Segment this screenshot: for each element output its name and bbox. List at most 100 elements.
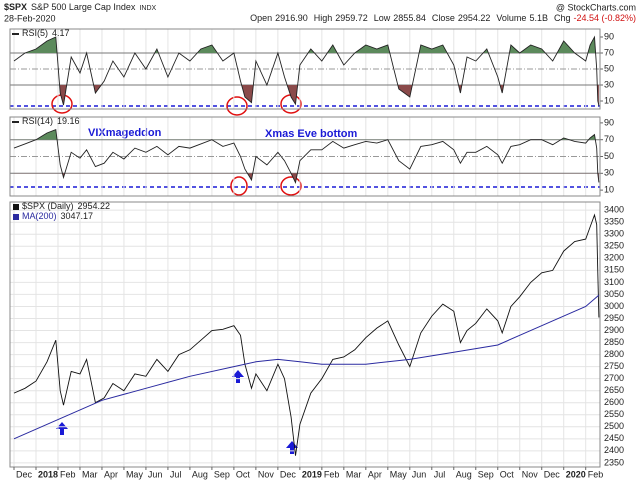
y-tick-label: 2850	[604, 337, 624, 347]
legend-name: RSI(14)	[22, 116, 53, 126]
x-tick-label: May	[390, 469, 408, 479]
y-tick-label: 3250	[604, 241, 624, 251]
date: 28-Feb-2020	[4, 13, 56, 23]
stat-value: -24.54 (-0.82%)	[573, 13, 636, 23]
symbol: $SPX	[4, 2, 27, 12]
x-tick-label: Jul	[170, 469, 182, 479]
circle	[280, 94, 302, 114]
x-tick-label: Oct	[236, 469, 251, 479]
x-tick-label: Feb	[60, 469, 76, 479]
stat-label: Chg	[554, 13, 571, 23]
x-tick-label: May	[126, 469, 144, 479]
annotations	[10, 94, 600, 454]
x-tick-label: Mar	[82, 469, 98, 479]
y-tick-label: 3300	[604, 229, 624, 239]
stats: Open 2916.90 High 2959.72 Low 2855.84 Close 295…	[250, 13, 636, 23]
x-tick-label: Jun	[412, 469, 427, 479]
header-title: $SPX S&P 500 Large Cap Index INDX	[4, 2, 156, 12]
y-tick-label: 90	[604, 31, 614, 41]
x-tick-label: Dec	[280, 469, 297, 479]
legend-name: $SPX (Daily)	[22, 201, 74, 211]
legend-entry: $SPX (Daily) 2954.22	[22, 201, 110, 211]
legend-entry: RSI(14) 19.16	[22, 116, 80, 126]
credit: @ StockCharts.com	[556, 2, 636, 12]
x-tick-label: Oct	[500, 469, 515, 479]
legend-swatch	[13, 214, 19, 220]
x-tick-label: 2019	[302, 469, 322, 479]
y-tick-label: 2500	[604, 421, 624, 431]
y-tick-label: 2750	[604, 361, 624, 371]
y-tick-label: 50	[604, 151, 614, 161]
overbought-fill	[14, 37, 599, 53]
stat-label: Close	[432, 13, 455, 23]
y-tick-label: 2350	[604, 457, 624, 467]
x-tick-label: Apr	[368, 469, 382, 479]
y-tick-label: 90	[604, 117, 614, 127]
y-tick-label: 2550	[604, 409, 624, 419]
legend-value: 2954.22	[78, 201, 111, 211]
x-tick-label: Dec	[544, 469, 561, 479]
x-tick-label: Dec	[16, 469, 33, 479]
x-tick-label: Sep	[214, 469, 230, 479]
y-tick-label: 30	[604, 168, 614, 178]
panel-border	[9, 201, 601, 468]
circle	[280, 176, 302, 196]
y-tick-label: 3400	[604, 205, 624, 215]
y-tick-label: 3100	[604, 277, 624, 287]
y-tick-label: 70	[604, 134, 614, 144]
y-tick-label: 30	[604, 79, 614, 89]
panel-border	[9, 116, 601, 197]
stat-value: 5.1B	[529, 13, 548, 23]
x-tick-label: Aug	[192, 469, 208, 479]
series-line	[13, 294, 600, 440]
y-tick-label: 10	[604, 95, 614, 105]
arrow	[232, 370, 244, 383]
legend-value: 4.17	[52, 28, 70, 38]
y-tick-label: 2400	[604, 445, 624, 455]
y-tick-label: 70	[604, 47, 614, 57]
y-tick-label: 2600	[604, 397, 624, 407]
y-tick-label: 2450	[604, 433, 624, 443]
y-tick-label: 2950	[604, 313, 624, 323]
circle	[226, 96, 248, 116]
arrow	[286, 441, 298, 454]
x-tick-label: Jun	[148, 469, 163, 479]
stat-value: 2855.84	[393, 13, 426, 23]
y-tick-label: 3350	[604, 217, 624, 227]
stat-label: Open	[250, 13, 272, 23]
legend-value: 19.16	[57, 116, 80, 126]
index-name: S&P 500 Large Cap Index	[31, 2, 136, 12]
stat-value: 2959.72	[335, 13, 368, 23]
y-tick-label: 2650	[604, 385, 624, 395]
stat-label: High	[314, 13, 333, 23]
stat-label: Volume	[496, 13, 526, 23]
y-tick-label: 10	[604, 184, 614, 194]
panel-border	[9, 28, 601, 110]
x-tick-label: Mar	[346, 469, 362, 479]
legend-entry: RSI(5) 4.17	[22, 28, 70, 38]
series-line	[13, 213, 600, 456]
y-tick-label: 3050	[604, 289, 624, 299]
legend-swatch	[13, 204, 19, 210]
x-tick-label: Aug	[456, 469, 472, 479]
x-tick-label: Jul	[434, 469, 446, 479]
legend-value: 3047.17	[61, 211, 94, 221]
legend-name: RSI(5)	[22, 28, 48, 38]
x-tick-label: Feb	[324, 469, 340, 479]
x-tick-label: Nov	[258, 469, 275, 479]
x-tick-label: Sep	[478, 469, 494, 479]
y-tick-label: 2700	[604, 373, 624, 383]
x-tick-label: Apr	[104, 469, 118, 479]
legend-name: MA(200)	[22, 211, 57, 221]
x-tick-label: Nov	[522, 469, 539, 479]
y-tick-label: 3000	[604, 301, 624, 311]
stat-value: 2916.90	[275, 13, 308, 23]
x-tick-label: 2020	[566, 469, 586, 479]
x-tick-label: 2018	[38, 469, 58, 479]
series-line	[13, 35, 600, 106]
y-tick-label: 3200	[604, 253, 624, 263]
series-line	[13, 128, 600, 185]
y-tick-label: 2900	[604, 325, 624, 335]
annotation: Xmas Eve bottom	[265, 128, 358, 140]
